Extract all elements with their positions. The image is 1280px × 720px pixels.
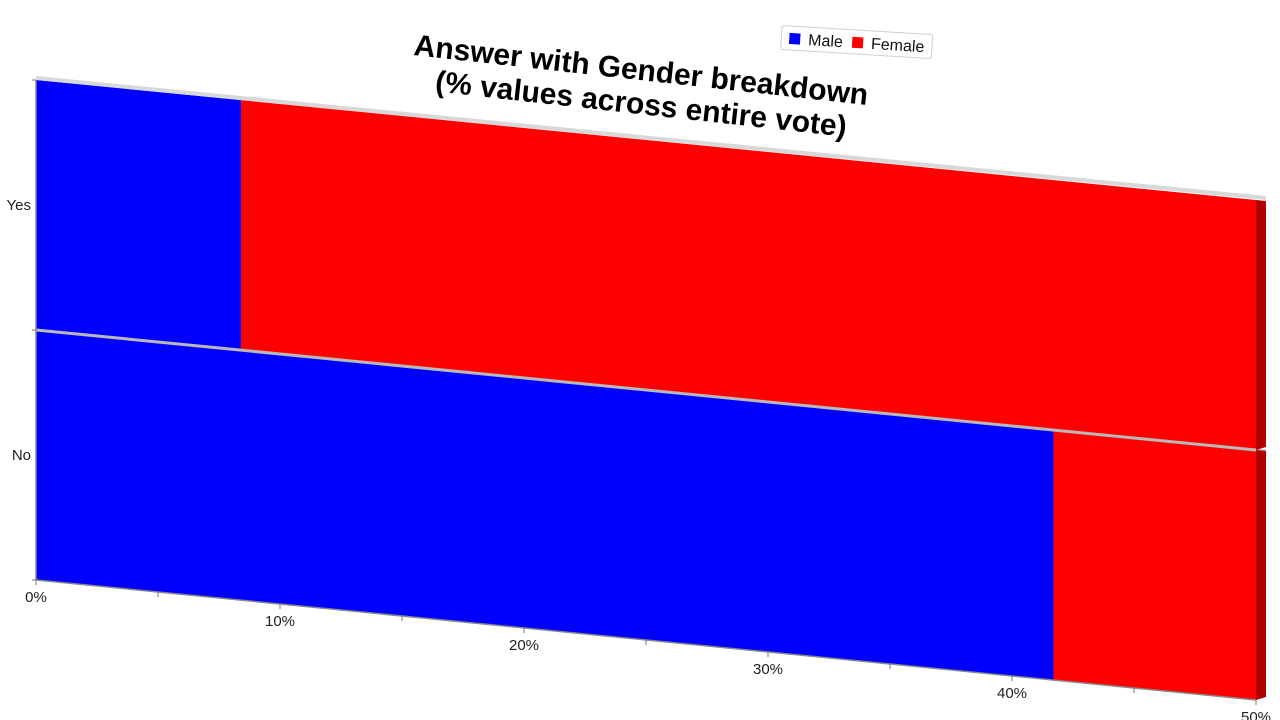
legend-label-female: Female	[871, 36, 925, 56]
bar-no-female	[1053, 430, 1256, 700]
bar-yes-female	[240, 100, 1256, 450]
x-tick-label: 0%	[25, 589, 47, 606]
x-tick-label: 40%	[997, 685, 1027, 702]
bar-side-face-yes	[1256, 200, 1266, 450]
x-tick-label: 10%	[265, 613, 295, 630]
separators-layer	[35, 76, 1267, 700]
bars-layer	[36, 80, 1256, 700]
bar-yes-male	[36, 80, 241, 351]
bar-side-face-no	[1256, 450, 1266, 700]
bar-no-male	[36, 330, 1054, 681]
legend-label-male: Male	[808, 32, 844, 51]
x-tick-label: 50%	[1241, 709, 1271, 720]
y-category-label: Yes	[7, 197, 31, 214]
legend: Male Female	[780, 25, 934, 60]
legend-swatch-male	[788, 32, 801, 45]
plot-top-edge	[36, 76, 1266, 200]
legend-swatch-female	[851, 36, 864, 49]
axes-layer: 0% 10% 20% 30% 40% 50% Yes No	[7, 79, 1271, 720]
y-category-label: No	[12, 447, 31, 464]
x-tick-label: 20%	[509, 637, 539, 654]
category-separator	[35, 328, 1267, 453]
x-tick-label: 30%	[753, 661, 783, 678]
